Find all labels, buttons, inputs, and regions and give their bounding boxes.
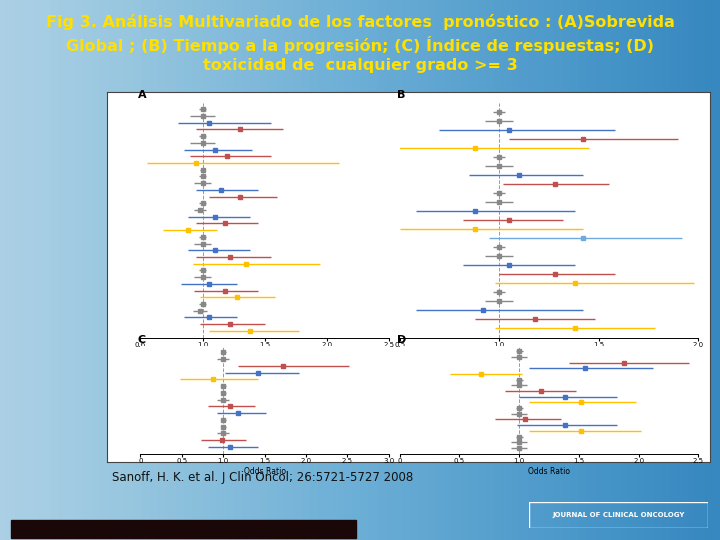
Text: D: D bbox=[397, 334, 406, 345]
Text: Sanoff, H. K. et al. J Clin Oncol; 26:5721-5727 2008: Sanoff, H. K. et al. J Clin Oncol; 26:57… bbox=[112, 471, 413, 484]
Text: JOURNAL OF CLINICAL ONCOLOGY: JOURNAL OF CLINICAL ONCOLOGY bbox=[552, 512, 685, 518]
Text: A: A bbox=[138, 90, 147, 100]
Text: C: C bbox=[138, 334, 146, 345]
X-axis label: Odds Ratio: Odds Ratio bbox=[528, 467, 570, 476]
X-axis label: Odds Ratio: Odds Ratio bbox=[243, 467, 286, 476]
Text: B: B bbox=[397, 90, 405, 100]
Bar bbox=[12, 519, 356, 538]
X-axis label: Hazard Ratio: Hazard Ratio bbox=[524, 350, 574, 360]
Text: Fig 3. Análisis Multivariado de los factores  pronóstico : (A)Sobrevida
Global ;: Fig 3. Análisis Multivariado de los fact… bbox=[45, 14, 675, 73]
X-axis label: Hazard Ratio: Hazard Ratio bbox=[240, 350, 289, 360]
